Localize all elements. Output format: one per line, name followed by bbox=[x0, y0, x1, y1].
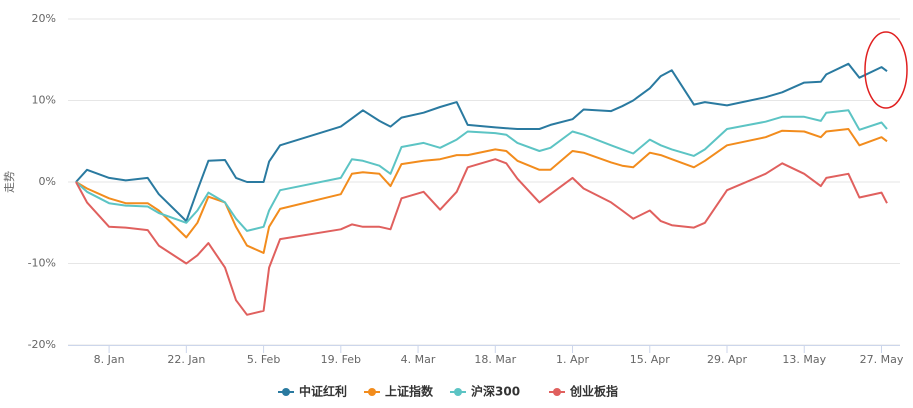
x-tick-label: 13. May bbox=[782, 353, 826, 366]
legend-marker bbox=[282, 388, 290, 396]
series-line bbox=[75, 158, 888, 316]
x-tick-label: 22. Jan bbox=[167, 353, 205, 366]
legend-marker bbox=[553, 388, 561, 396]
y-tick-label: 0% bbox=[39, 175, 56, 188]
x-tick-label: 4. Mar bbox=[401, 353, 436, 366]
legend-label: 沪深300 bbox=[471, 384, 520, 399]
legend: 中证红利 上证指数 沪深300 创业板指 bbox=[278, 384, 618, 399]
legend-label: 中证红利 bbox=[299, 384, 347, 399]
series-line bbox=[75, 128, 888, 254]
x-tick-label: 19. Feb bbox=[321, 353, 361, 366]
series-line bbox=[75, 109, 888, 232]
y-tick-label: -20% bbox=[28, 338, 56, 351]
y-axis-label: 走势 bbox=[3, 171, 16, 193]
legend-label: 创业板指 bbox=[569, 384, 618, 399]
legend-marker bbox=[454, 388, 462, 396]
legend-label: 上证指数 bbox=[385, 384, 434, 399]
x-tick-label: 18. Mar bbox=[474, 353, 516, 366]
y-tick-label: -10% bbox=[28, 257, 56, 270]
x-tick-label: 29. Apr bbox=[707, 353, 747, 366]
highlight-circle bbox=[864, 31, 908, 109]
x-tick-label: 15. Apr bbox=[630, 353, 670, 366]
x-tick-label: 8. Jan bbox=[94, 353, 125, 366]
y-tick-label: 10% bbox=[32, 94, 56, 107]
y-tick-label: 20% bbox=[32, 12, 56, 25]
x-tick-label: 27. May bbox=[860, 353, 904, 366]
x-tick-label: 1. Apr bbox=[556, 353, 589, 366]
series-line bbox=[75, 62, 888, 223]
x-tick-label: 5. Feb bbox=[247, 353, 280, 366]
legend-marker bbox=[368, 388, 376, 396]
